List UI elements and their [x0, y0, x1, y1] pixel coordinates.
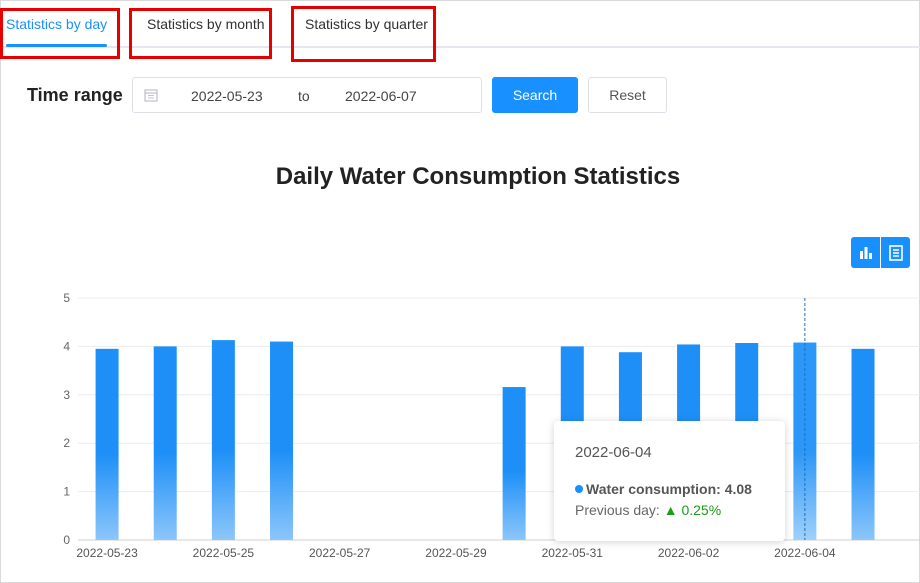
- tooltip-previous-label: Previous day:: [575, 502, 660, 518]
- tooltip-previous-change: ▲ 0.25%: [663, 502, 722, 518]
- tooltip-series-label: Water consumption:: [586, 481, 721, 497]
- data-view-button[interactable]: [880, 237, 910, 268]
- bar-2022-05-26[interactable]: [270, 341, 294, 540]
- chart-title: Daily Water Consumption Statistics: [275, 163, 681, 190]
- y-tick-label: 1: [63, 485, 70, 499]
- bar-2022-06-04[interactable]: [793, 342, 817, 540]
- bar-2022-05-25[interactable]: [211, 340, 235, 540]
- x-tick-label: 2022-05-27: [309, 546, 371, 560]
- series-color-dot: [575, 485, 583, 493]
- bar-2022-05-24[interactable]: [153, 346, 177, 540]
- tab-statistics-by-month[interactable]: Statistics by month: [147, 16, 265, 32]
- tooltip-date: 2022-06-04: [575, 444, 652, 461]
- data-view-icon: [888, 244, 903, 261]
- tab-bar: Statistics by day Statistics by month St…: [0, 0, 920, 48]
- x-tick-label: 2022-05-29: [425, 546, 487, 560]
- tooltip-value-line: Water consumption: 4.08: [575, 481, 752, 497]
- bar-2022-06-05[interactable]: [851, 348, 875, 540]
- chart-tooltip: 2022-06-04 Water consumption: 4.08 Previ…: [554, 421, 785, 541]
- x-tick-label: 2022-05-23: [76, 546, 138, 560]
- range-separator: to: [298, 88, 310, 104]
- calendar-icon: [144, 89, 158, 102]
- y-tick-label: 5: [63, 291, 70, 305]
- start-date-input[interactable]: 2022-05-23: [191, 88, 263, 104]
- time-range-label: Time range: [27, 85, 123, 105]
- tab-statistics-by-quarter[interactable]: Statistics by quarter: [305, 16, 428, 32]
- tab-statistics-by-day[interactable]: Statistics by day: [6, 16, 108, 32]
- chart-toolbox: [851, 237, 910, 268]
- active-tab-indicator: [6, 44, 107, 47]
- bar-chart-toggle-button[interactable]: [851, 237, 880, 268]
- bar-chart-icon: [859, 246, 872, 259]
- y-tick-label: 4: [63, 339, 70, 353]
- tooltip-value: 4.08: [724, 481, 752, 497]
- x-tick-label: 2022-06-02: [658, 546, 720, 560]
- search-button[interactable]: Search: [492, 77, 578, 113]
- y-tick-label: 0: [63, 533, 70, 547]
- date-range-picker[interactable]: 2022-05-23 to 2022-06-07: [132, 77, 482, 113]
- x-tick-label: 2022-06-04: [774, 546, 836, 560]
- y-tick-label: 3: [63, 388, 70, 402]
- reset-button[interactable]: Reset: [588, 77, 667, 113]
- y-tick-label: 2: [63, 436, 70, 450]
- x-tick-label: 2022-05-31: [542, 546, 604, 560]
- bar-2022-05-23[interactable]: [95, 348, 119, 540]
- x-tick-label: 2022-05-25: [193, 546, 255, 560]
- end-date-input[interactable]: 2022-06-07: [345, 88, 417, 104]
- tooltip-previous-line: Previous day: ▲ 0.25%: [575, 502, 721, 518]
- bar-2022-05-30[interactable]: [502, 387, 526, 540]
